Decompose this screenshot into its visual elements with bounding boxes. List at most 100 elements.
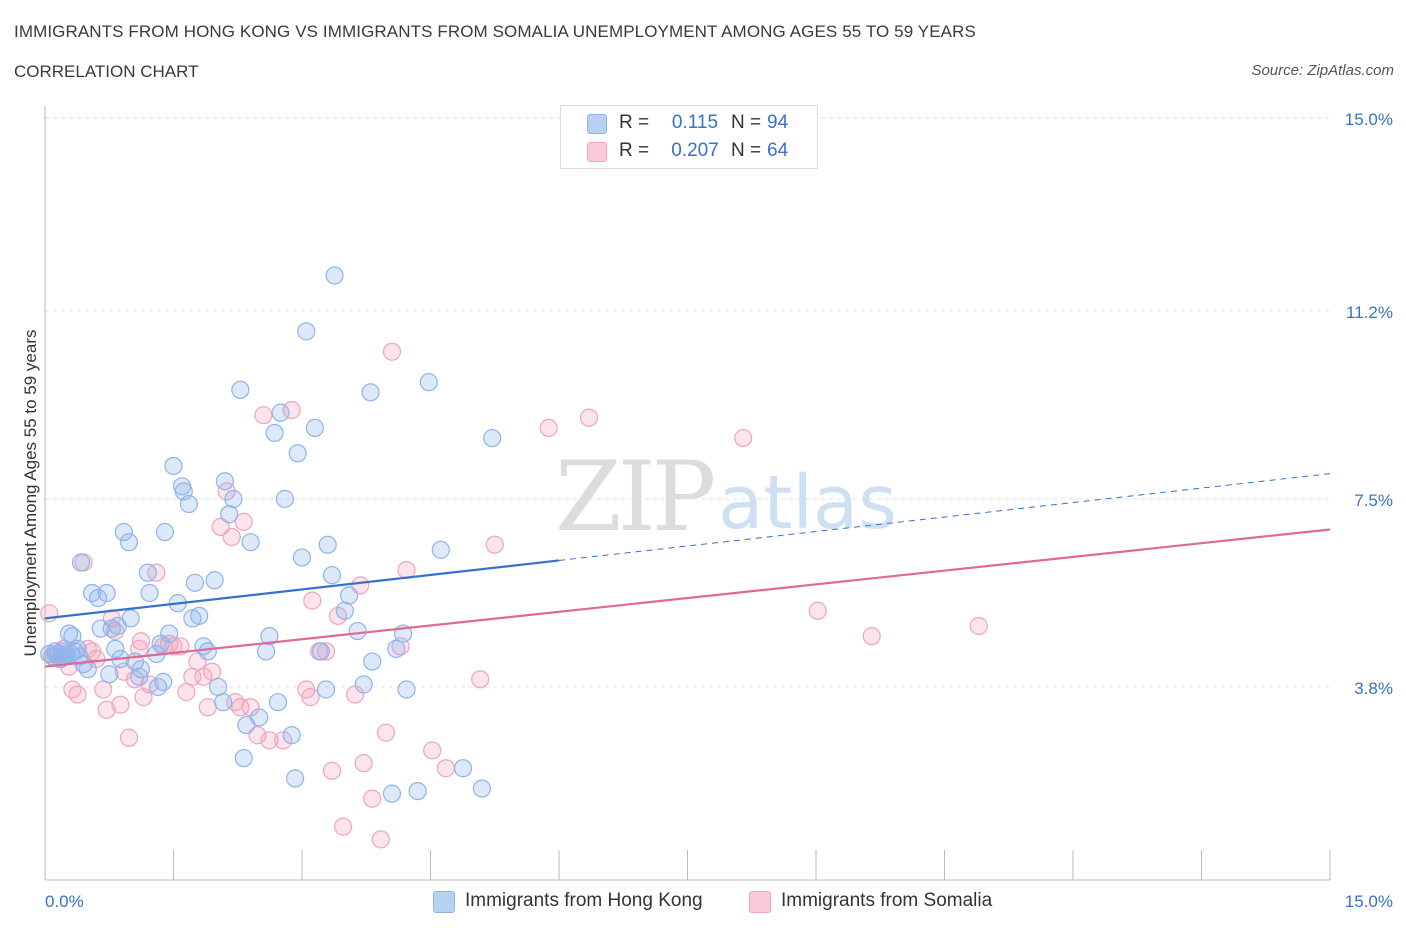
somalia-point [231,698,250,717]
hong-kong-point [288,444,307,463]
hong-kong-point [382,784,402,803]
hong-kong-point [97,583,116,603]
hong-kong-point [179,494,199,514]
hong-kong-point [268,693,288,712]
hong-kong-point [286,769,305,788]
chart-subtitle: CORRELATION CHART [14,62,199,81]
hong-kong-point [387,639,406,658]
hong-kong-point [361,383,380,402]
y-tick-label: 11.2% [1346,303,1393,322]
hong-kong-point [275,489,294,509]
hong-kong-point [185,573,205,592]
legend-r-label: R = [619,112,650,133]
hong-kong-point [198,642,217,661]
hong-kong-point [260,627,279,646]
somalia-point [106,621,125,641]
somalia-point [354,754,373,773]
hong-kong-point [83,583,102,603]
bottom-legend-swatch-hong-kong [433,891,455,913]
hong-kong-point [220,505,239,524]
hong-kong-point [89,588,108,608]
hong-kong-point [140,583,159,603]
hong-kong-point [100,665,119,684]
hong-kong-point [208,677,228,697]
legend-n-value-hong-kong: 94 [767,112,789,133]
hong-kong-points [40,266,502,803]
hong-kong-point [138,563,157,582]
hong-kong-point [154,672,173,691]
hong-kong-point [214,693,233,712]
chart-title: IMMIGRANTS FROM HONG KONG VS IMMIGRANTS … [14,22,976,41]
legend-n-label: N = [731,140,762,161]
legend-r-value-hong-kong: 0.115 [671,112,719,133]
hong-kong-point [397,680,416,699]
hong-kong-point [354,675,373,694]
hong-kong-point [256,642,276,661]
somalia-point [301,688,320,707]
watermark: ZIP atlas [555,441,897,553]
somalia-point [485,535,504,554]
somalia-point [177,682,196,702]
somalia-point [68,685,87,704]
hong-kong-point [271,403,290,422]
gridlines [45,117,1330,688]
somalia-point [111,695,130,714]
somalia-point [539,418,558,437]
somalia-point [363,789,382,808]
hong-kong-point [241,533,260,552]
hong-kong-point [483,428,502,448]
legend-r-label: R = [619,140,650,161]
somalia-point [376,723,396,742]
trend-lines [44,473,1331,668]
hong-kong-point [282,726,301,745]
legend-n-value-somalia: 64 [767,140,789,161]
somalia-point [322,761,342,780]
legend-swatch-somalia [587,142,607,162]
somalia-point [234,512,253,531]
hong-kong-point [472,779,491,798]
hong-kong-point [155,522,175,542]
somalia-point [734,428,753,448]
hong-kong-point [119,533,139,552]
somalia-point [222,527,241,547]
hong-kong-point [340,586,359,605]
hong-kong-trend-dashed [558,473,1331,561]
hong-kong-point [205,571,224,590]
source-label: Source: ZipAtlas.com [1251,62,1394,79]
somalia-point [808,601,827,620]
somalia-point [436,759,456,778]
x-tick-label: 15.0% [1345,892,1393,911]
hong-kong-point [51,649,70,669]
bottom-legend-label-somalia: Immigrants from Somalia [781,890,993,911]
somalia-point [282,401,301,420]
somalia-point [119,728,139,747]
hong-kong-point [59,624,79,643]
somalia-point [194,667,213,686]
x-tick-label: 0.0% [45,892,84,911]
hong-kong-point [148,677,168,697]
hong-kong-point [190,606,209,625]
hong-kong-point [316,680,336,699]
hong-kong-point [348,621,367,641]
hong-kong-point [215,472,234,491]
hong-kong-point [78,660,97,679]
watermark-atlas: atlas [718,460,897,546]
hong-kong-point [305,418,324,437]
somalia-point [198,698,217,717]
somalia-point [303,591,322,610]
hong-kong-point [265,423,284,443]
somalia-point [423,741,442,760]
hong-kong-point [71,553,91,572]
hong-kong-point [114,522,133,542]
y-axis-label: Unemployment Among Ages 55 to 59 years [21,330,40,657]
hong-kong-point [121,609,140,628]
hong-kong-point [130,667,149,686]
hong-kong-point [106,639,125,658]
hong-kong-point [318,535,337,554]
somalia-point [274,731,293,750]
somalia-trend-solid [44,528,1331,668]
hong-kong-point [292,548,312,567]
hong-kong-point [408,781,427,801]
hong-kong-point [431,540,450,559]
